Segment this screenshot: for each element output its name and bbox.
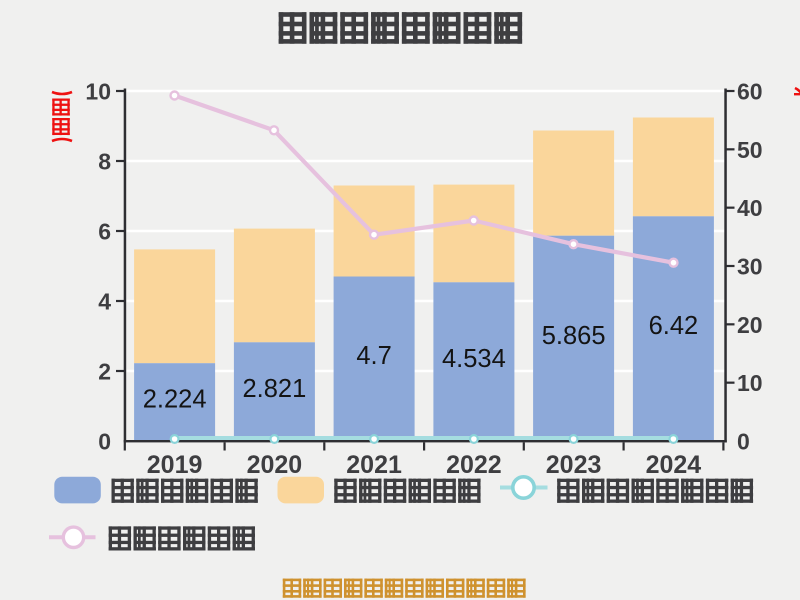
svg-text:2.821: 2.821 bbox=[242, 375, 306, 403]
svg-text:2022: 2022 bbox=[446, 451, 502, 479]
svg-text:4.534: 4.534 bbox=[442, 345, 506, 373]
svg-text:6: 6 bbox=[98, 219, 111, 245]
svg-text:4: 4 bbox=[98, 289, 111, 315]
svg-text:4.7: 4.7 bbox=[356, 342, 391, 370]
svg-text:2: 2 bbox=[98, 359, 111, 385]
svg-text:2.224: 2.224 bbox=[143, 386, 207, 414]
svg-text:30: 30 bbox=[737, 254, 763, 280]
svg-text:0: 0 bbox=[98, 429, 111, 455]
svg-text:6.42: 6.42 bbox=[649, 312, 699, 340]
svg-text:2019: 2019 bbox=[147, 451, 203, 479]
svg-text:10: 10 bbox=[85, 79, 111, 105]
svg-text:2020: 2020 bbox=[247, 451, 303, 479]
svg-text:0: 0 bbox=[737, 429, 750, 455]
svg-text:2024: 2024 bbox=[646, 451, 702, 479]
svg-text:2023: 2023 bbox=[546, 451, 602, 479]
svg-text:60: 60 bbox=[737, 79, 763, 105]
svg-text:10: 10 bbox=[737, 370, 763, 396]
svg-text:8: 8 bbox=[98, 149, 111, 175]
svg-text:20: 20 bbox=[737, 312, 763, 338]
svg-text:2021: 2021 bbox=[346, 451, 402, 479]
svg-text:5.865: 5.865 bbox=[542, 322, 606, 350]
svg-text:40: 40 bbox=[737, 195, 763, 221]
svg-text:50: 50 bbox=[737, 137, 763, 163]
